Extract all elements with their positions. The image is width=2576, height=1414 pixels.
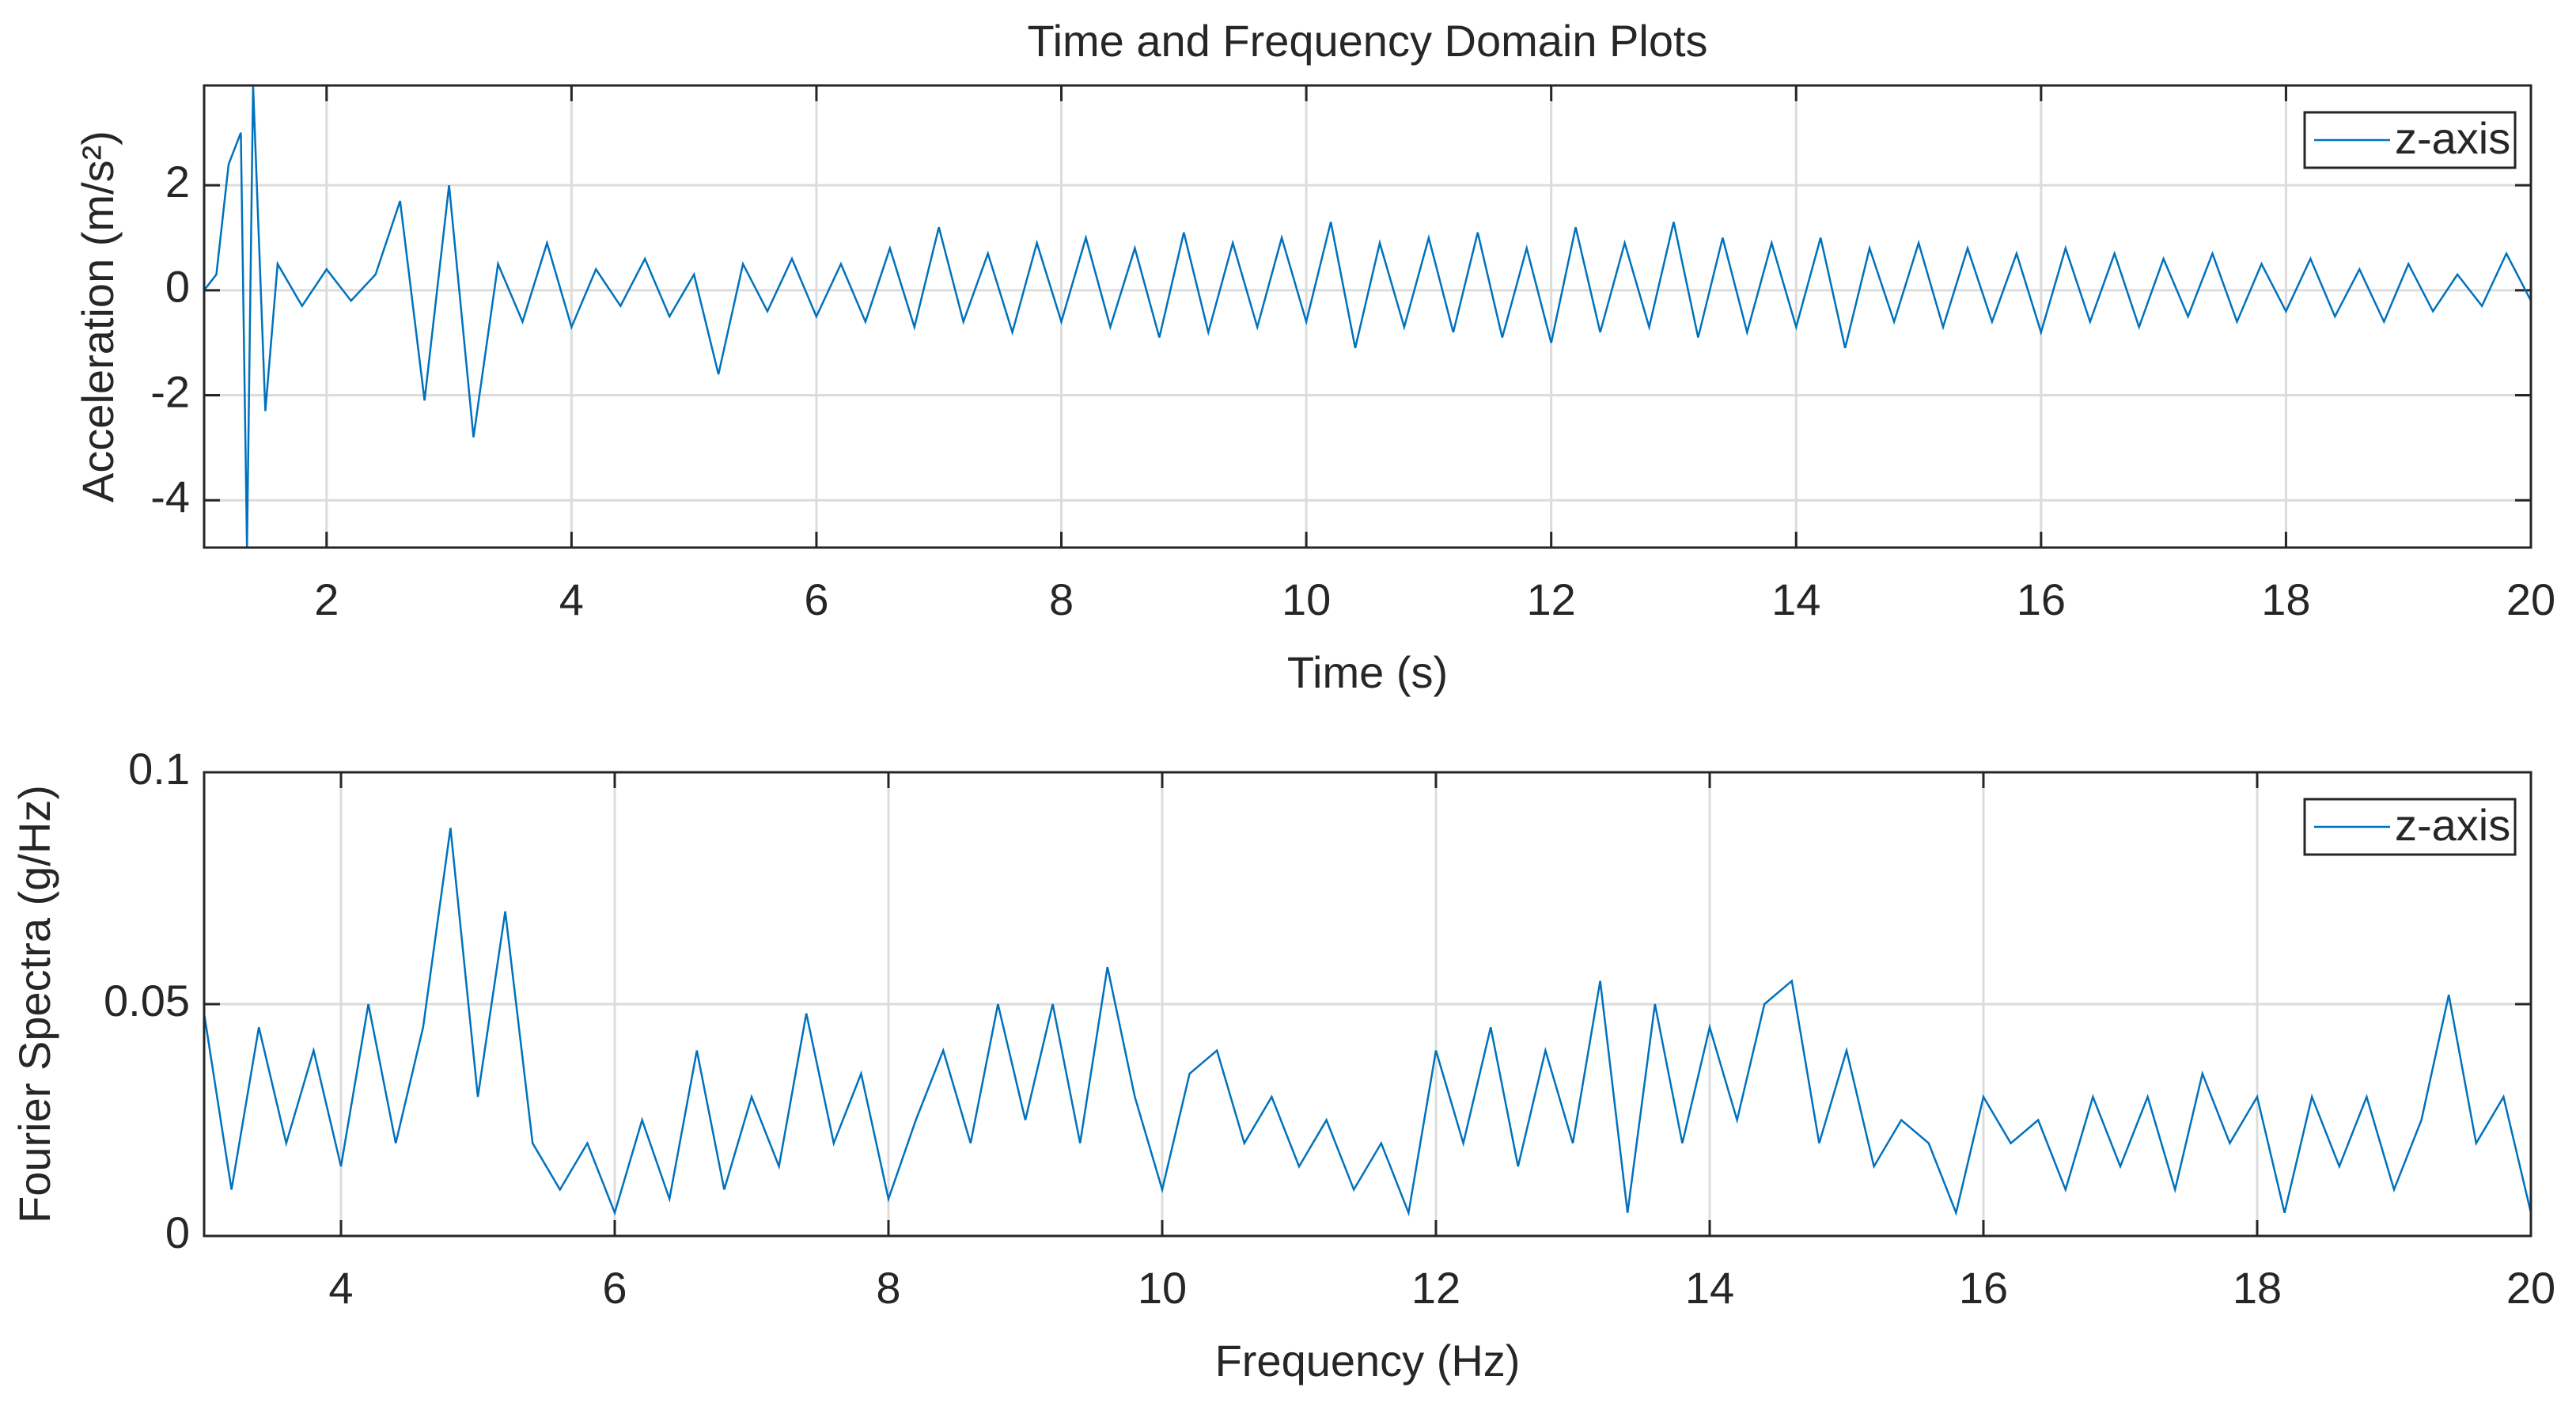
x-axis-label: Frequency (Hz): [1215, 1336, 1521, 1386]
data-line: [203, 85, 2532, 548]
axes-frame: [203, 84, 2532, 549]
x-tick-label: 14: [1771, 574, 1820, 624]
x-tick-label: 10: [1282, 574, 1331, 624]
x-tick-label: 12: [1411, 1263, 1460, 1313]
y-tick-label: 0: [165, 262, 190, 312]
x-tick-label: 20: [2506, 574, 2555, 624]
x-tick-label: 8: [876, 1263, 900, 1313]
x-tick-label: 16: [1959, 1263, 2008, 1313]
x-tick-label: 8: [1049, 574, 1074, 624]
x-tick-label: 6: [804, 574, 828, 624]
x-tick-label: 4: [328, 1263, 353, 1313]
y-tick-label: 2: [165, 157, 190, 207]
chart-title: Time and Frequency Domain Plots: [1027, 16, 1707, 66]
y-tick-label: 0.1: [128, 744, 190, 794]
x-tick-label: 4: [559, 574, 584, 624]
x-tick-label: 16: [2017, 574, 2066, 624]
x-tick-label: 18: [2261, 574, 2310, 624]
x-tick-label: 12: [1527, 574, 1576, 624]
y-tick-label: 0.05: [104, 976, 190, 1025]
legend-label: z-axis: [2395, 800, 2510, 850]
x-tick-label: 20: [2506, 1263, 2555, 1313]
x-tick-label: 10: [1138, 1263, 1187, 1313]
x-tick-label: 14: [1685, 1263, 1734, 1313]
x-tick-label: 6: [602, 1263, 627, 1313]
y-tick-label: -2: [150, 366, 190, 416]
y-tick-label: -4: [150, 472, 190, 521]
y-tick-label: 0: [165, 1207, 190, 1257]
y-axis-label: Fourier Spectra (g/Hz): [9, 785, 59, 1223]
y-axis-label: Acceleration (m/s²): [73, 131, 123, 502]
x-tick-label: 2: [314, 574, 339, 624]
x-axis-label: Time (s): [1287, 647, 1448, 697]
legend-label: z-axis: [2395, 113, 2510, 163]
x-tick-label: 18: [2233, 1263, 2282, 1313]
plot-area: [204, 85, 2531, 548]
data-line: [203, 828, 2532, 1217]
axes-frame: [203, 771, 2532, 1238]
